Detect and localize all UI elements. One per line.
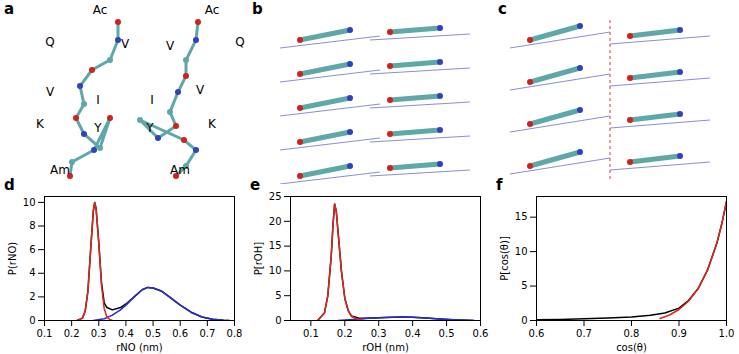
svg-text:0.2: 0.2 [64, 328, 80, 339]
svg-text:0.8: 0.8 [624, 328, 640, 339]
svg-text:1.0: 1.0 [719, 328, 735, 339]
svg-text:5: 5 [275, 290, 281, 301]
svg-text:Ac: Ac [93, 3, 108, 17]
html-text:d: d [4, 176, 15, 194]
svg-text:10: 10 [269, 265, 282, 276]
svg-text:0.4: 0.4 [118, 328, 134, 339]
svg-text:5: 5 [521, 280, 527, 291]
svg-text:V: V [121, 37, 130, 51]
svg-text:0.5: 0.5 [145, 328, 161, 339]
svg-text:0: 0 [521, 315, 527, 326]
svg-text:I: I [150, 93, 154, 107]
svg-text:rOH (nm): rOH (nm) [362, 342, 409, 353]
svg-text:V: V [46, 85, 55, 99]
svg-text:0.1: 0.1 [303, 328, 319, 339]
svg-text:15: 15 [515, 211, 528, 222]
svg-text:0.6: 0.6 [529, 328, 545, 339]
svg-text:P[rOH]: P[rOH] [253, 242, 264, 275]
svg-text:0.9: 0.9 [671, 328, 687, 339]
svg-text:P[cos(θ)]: P[cos(θ)] [499, 236, 510, 281]
svg-text:0.4: 0.4 [405, 328, 421, 339]
svg-text:0.3: 0.3 [371, 328, 387, 339]
svg-text:I: I [96, 93, 100, 107]
svg-text:Y: Y [145, 121, 154, 135]
svg-text:0.6: 0.6 [473, 328, 489, 339]
html-text:b: b [252, 0, 263, 18]
svg-text:Am: Am [50, 163, 70, 177]
svg-text:25: 25 [269, 191, 282, 202]
html-text:a: a [4, 0, 15, 18]
svg-text:15: 15 [269, 240, 282, 251]
svg-text:Q: Q [45, 35, 54, 49]
svg-text:0: 0 [29, 315, 35, 326]
svg-text:4: 4 [29, 267, 35, 278]
svg-text:0.7: 0.7 [576, 328, 592, 339]
svg-text:10: 10 [515, 246, 528, 257]
svg-text:V: V [166, 39, 175, 53]
svg-text:Am: Am [170, 163, 190, 177]
html-text:e: e [250, 176, 261, 194]
svg-text:Ac: Ac [205, 3, 220, 17]
svg-text:K: K [208, 117, 217, 131]
svg-text:0.5: 0.5 [439, 328, 455, 339]
svg-text:0.7: 0.7 [199, 328, 215, 339]
html-text:c: c [498, 0, 507, 18]
svg-text:8: 8 [29, 220, 35, 231]
svg-text:P(rNO): P(rNO) [7, 242, 18, 275]
svg-text:0.2: 0.2 [337, 328, 353, 339]
html-text:f: f [496, 176, 503, 194]
svg-text:6: 6 [29, 244, 35, 255]
svg-text:2: 2 [29, 291, 35, 302]
svg-text:V: V [196, 83, 205, 97]
svg-text:Y: Y [93, 121, 102, 135]
svg-text:0.6: 0.6 [172, 328, 188, 339]
svg-text:rNO (nm): rNO (nm) [116, 342, 163, 353]
svg-text:0: 0 [275, 315, 281, 326]
svg-text:0.3: 0.3 [91, 328, 107, 339]
svg-text:20: 20 [269, 216, 282, 227]
svg-text:cos(θ): cos(θ) [616, 342, 647, 353]
svg-text:Q: Q [235, 35, 244, 49]
svg-text:K: K [36, 117, 45, 131]
svg-text:0.8: 0.8 [227, 328, 243, 339]
svg-text:10: 10 [23, 197, 36, 208]
svg-text:0.1: 0.1 [37, 328, 53, 339]
